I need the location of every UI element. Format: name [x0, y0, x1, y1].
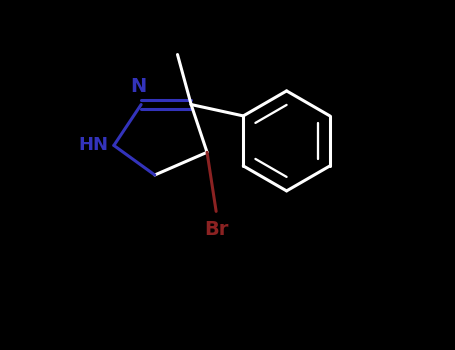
Text: Br: Br — [204, 219, 228, 239]
Text: HN: HN — [78, 136, 108, 154]
Text: N: N — [131, 77, 147, 96]
